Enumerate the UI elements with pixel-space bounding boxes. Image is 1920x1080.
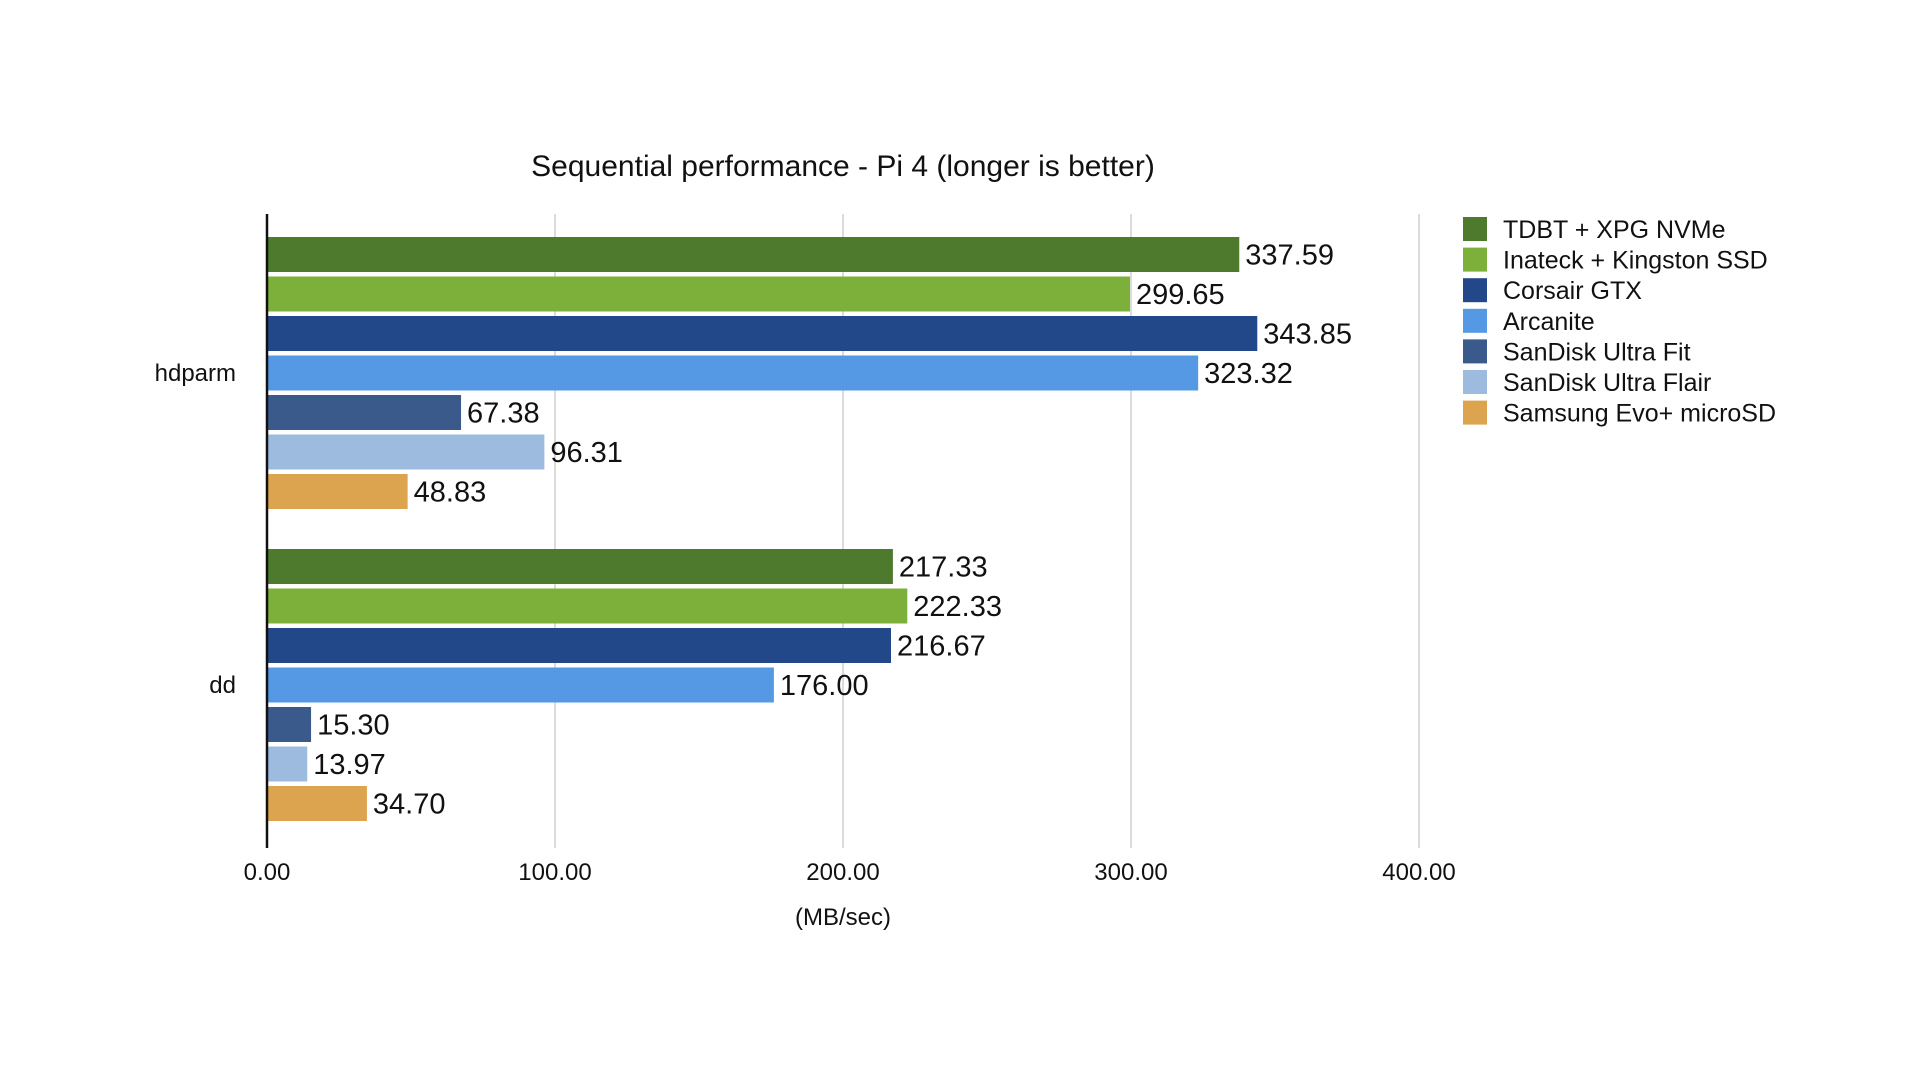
- legend-swatch: [1463, 217, 1487, 241]
- bar-dd-5: [268, 746, 308, 782]
- bar-value-label: 96.31: [550, 437, 623, 469]
- bar-hdparm-3: [268, 355, 1199, 391]
- bar-dd-6: [268, 786, 367, 821]
- bar-hdparm-5: [268, 434, 545, 470]
- legend-swatch: [1463, 247, 1487, 272]
- legend-label: Samsung Evo+ microSD: [1503, 400, 1776, 428]
- bar-dd-0: [268, 549, 893, 584]
- x-tick-label: 100.00: [518, 859, 591, 886]
- x-tick-label: 0.00: [244, 859, 291, 886]
- bar-dd-3: [268, 667, 774, 703]
- legend-label: Arcanite: [1503, 308, 1595, 336]
- bar-value-label: 217.33: [899, 552, 988, 584]
- x-axis-label: (MB/sec): [795, 904, 891, 931]
- legend-label: SanDisk Ultra Flair: [1503, 369, 1711, 397]
- bar-hdparm-4: [268, 395, 462, 430]
- x-tick-label: 400.00: [1382, 859, 1455, 886]
- legend-swatch: [1463, 370, 1487, 394]
- bar-value-label: 15.30: [317, 710, 390, 742]
- bar-value-label: 343.85: [1263, 319, 1352, 351]
- legend-swatch: [1463, 400, 1487, 425]
- legend-label: Inateck + Kingston SSD: [1503, 247, 1768, 275]
- category-label-dd: dd: [209, 672, 236, 699]
- bar-value-label: 222.33: [913, 591, 1002, 623]
- bar-hdparm-6: [268, 474, 408, 509]
- legend-label: TDBT + XPG NVMe: [1503, 216, 1726, 244]
- bar-hdparm-1: [268, 276, 1130, 312]
- bar-value-label: 323.32: [1204, 358, 1293, 390]
- bar-value-label: 13.97: [313, 749, 386, 781]
- bar-value-label: 299.65: [1136, 279, 1225, 311]
- legend-swatch: [1463, 308, 1487, 333]
- bar-dd-2: [268, 628, 892, 663]
- category-label-hdparm: hdparm: [155, 360, 236, 387]
- bar-dd-4: [268, 707, 312, 742]
- legend-swatch: [1463, 339, 1487, 364]
- x-tick-label: 300.00: [1094, 859, 1167, 886]
- legend-swatch: [1463, 278, 1487, 303]
- axes: 0.00 100.00 200.00 300.00 400.00 hdparm dd: [155, 214, 1456, 886]
- legend-label: Corsair GTX: [1503, 277, 1642, 305]
- legend: TDBT + XPG NVMe Inateck + Kingston SSDCor…: [1463, 216, 1776, 428]
- bar-value-label: 67.38: [467, 398, 540, 430]
- bar-value-label: 216.67: [897, 631, 986, 663]
- chart-title: Sequential performance - Pi 4 (longer is…: [531, 150, 1155, 183]
- x-tick-label: 200.00: [806, 859, 879, 886]
- bar-value-label: 48.83: [414, 477, 487, 509]
- bar-hdparm-0: [268, 237, 1240, 272]
- bar-hdparm-2: [268, 316, 1258, 351]
- bar-value-label: 337.59: [1245, 240, 1334, 272]
- bar-value-label: 34.70: [373, 789, 446, 821]
- legend-label: SanDisk Ultra Fit: [1503, 338, 1691, 366]
- bar-value-label: 176.00: [780, 670, 869, 702]
- bar-dd-1: [268, 588, 908, 624]
- bars: 337.59 299.65 343.85 323.32 67.38 96.31 48.83 2…: [268, 237, 1352, 821]
